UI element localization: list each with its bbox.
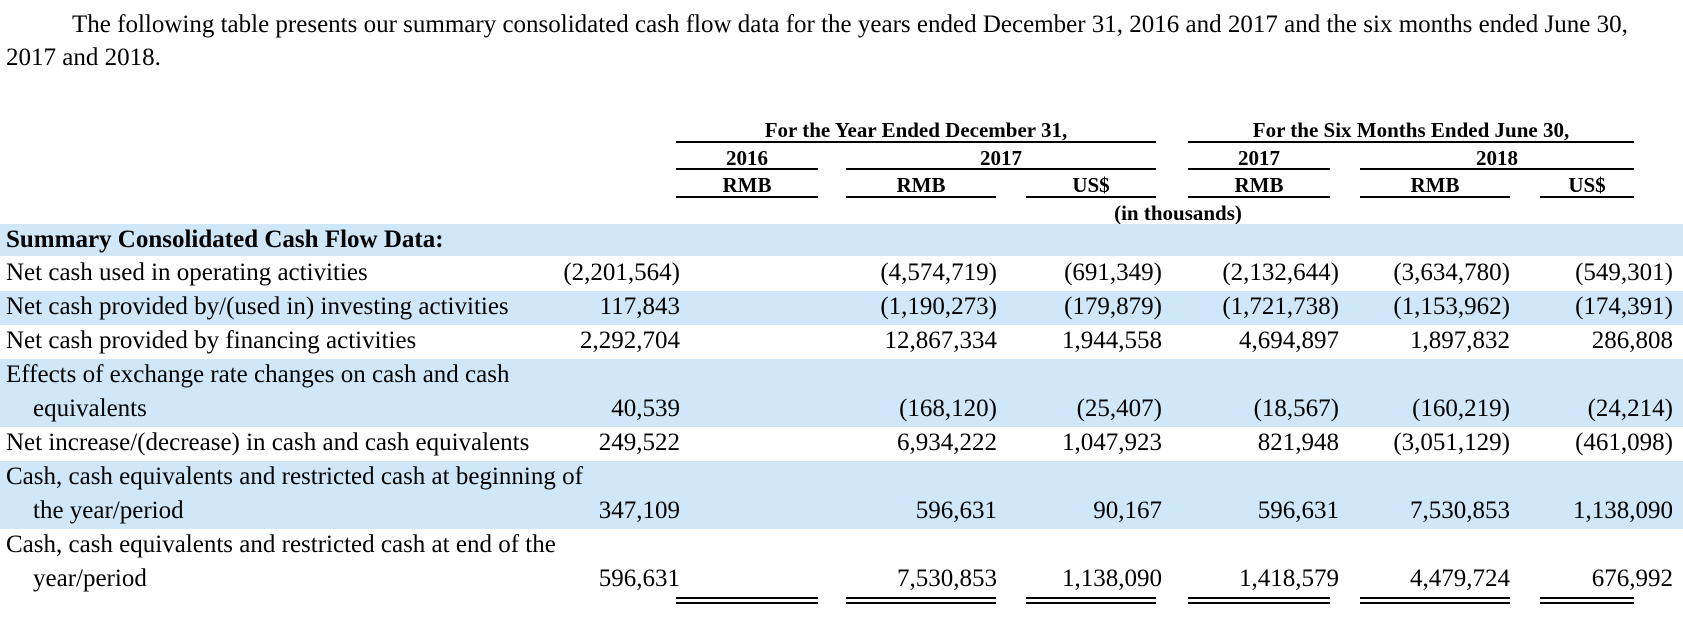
cell-value: (1,190,273) xyxy=(880,293,997,320)
cell-value: (168,120) xyxy=(899,395,997,422)
cell-value: 1,138,090 xyxy=(1573,497,1673,524)
row-label: Net cash used in operating activities xyxy=(6,259,368,286)
row-label-cont-text: equivalents xyxy=(33,395,147,422)
row-label-cont: year/period xyxy=(6,563,147,595)
double-underline xyxy=(676,597,818,604)
cell-value: 7,530,853 xyxy=(897,565,997,592)
cell-value: (3,051,129) xyxy=(1393,429,1510,456)
rule-currency xyxy=(1360,196,1510,198)
header-six-months-ended-jun-30: For the Six Months Ended June 30, xyxy=(1252,118,1570,142)
cell-value: 596,631 xyxy=(915,497,997,524)
cell-value: 40,539 xyxy=(611,395,680,422)
cell-value: 1,138,090 xyxy=(1062,565,1162,592)
cell-value: 596,631 xyxy=(598,565,680,592)
cell-value: (2,201,564) xyxy=(563,259,680,286)
cell-value: 12,867,334 xyxy=(884,327,998,354)
rule-currency xyxy=(1188,196,1330,198)
cell-value: (461,098) xyxy=(1575,429,1673,456)
row-label: Net cash provided by/(used in) investing… xyxy=(6,293,509,320)
rule-currency xyxy=(676,196,818,198)
header-currency: RMB xyxy=(722,173,772,197)
section-title: Summary Consolidated Cash Flow Data: xyxy=(6,226,444,253)
cell-value: 1,944,558 xyxy=(1062,327,1162,354)
cell-value: 286,808 xyxy=(1591,327,1673,354)
row-label-cont: equivalents xyxy=(6,393,147,425)
rule-currency xyxy=(846,196,996,198)
header-year-2017: 2017 xyxy=(980,146,1022,170)
rule-group-six xyxy=(1188,141,1634,143)
cell-value: 596,631 xyxy=(1257,497,1339,524)
header-currency: RMB xyxy=(896,173,946,197)
header-currency: US$ xyxy=(1568,173,1606,197)
cell-value: (2,132,644) xyxy=(1222,259,1339,286)
cell-value: 676,992 xyxy=(1591,565,1673,592)
header-currency: RMB xyxy=(1234,173,1284,197)
row-label: Effects of exchange rate changes on cash… xyxy=(6,361,510,388)
double-underline xyxy=(1188,597,1330,604)
row-label-cont-text: the year/period xyxy=(33,497,184,524)
double-underline xyxy=(1540,597,1634,604)
header-six-2018: 2018 xyxy=(1476,146,1518,170)
header-currency: US$ xyxy=(1072,173,1110,197)
rule-six-2017 xyxy=(1188,168,1330,170)
cell-value: 1,897,832 xyxy=(1410,327,1510,354)
cell-value: 249,522 xyxy=(598,429,680,456)
rule-year-2016 xyxy=(676,168,818,170)
cell-value: (549,301) xyxy=(1575,259,1673,286)
cell-value: (18,567) xyxy=(1253,395,1339,422)
row-label: Net cash provided by financing activitie… xyxy=(6,327,417,354)
cell-value: (1,153,962) xyxy=(1393,293,1510,320)
cell-value: 821,948 xyxy=(1257,429,1339,456)
cell-value: 6,934,222 xyxy=(897,429,997,456)
cell-value: 117,843 xyxy=(599,293,680,320)
cell-value: (179,879) xyxy=(1064,293,1162,320)
row-label: Cash, cash equivalents and restricted ca… xyxy=(6,531,556,558)
rule-year-2017 xyxy=(846,168,1156,170)
row-label: Cash, cash equivalents and restricted ca… xyxy=(6,463,583,490)
cell-value: 7,530,853 xyxy=(1410,497,1510,524)
rule-currency xyxy=(1026,196,1156,198)
cell-value: (4,574,719) xyxy=(880,259,997,286)
cell-value: (24,214) xyxy=(1587,395,1673,422)
double-underline xyxy=(846,597,996,604)
cell-value: (3,634,780) xyxy=(1393,259,1510,286)
row-label-cont: the year/period xyxy=(6,495,184,527)
row-band xyxy=(0,224,1683,256)
header-year-ended-dec-31: For the Year Ended December 31, xyxy=(764,118,1068,142)
rule-six-2018 xyxy=(1360,168,1634,170)
row-label: Net increase/(decrease) in cash and cash… xyxy=(6,429,530,456)
row-band xyxy=(0,291,1683,325)
double-underline xyxy=(1026,597,1156,604)
header-year-2016: 2016 xyxy=(726,146,768,170)
row-band xyxy=(0,359,1683,427)
row-band xyxy=(0,461,1683,529)
rule-currency xyxy=(1540,196,1634,198)
cell-value: 90,167 xyxy=(1093,497,1162,524)
cell-value: 2,292,704 xyxy=(580,327,680,354)
header-six-2017: 2017 xyxy=(1238,146,1280,170)
cell-value: (25,407) xyxy=(1076,395,1162,422)
cell-value: 4,479,724 xyxy=(1410,565,1510,592)
row-label-cont-text: year/period xyxy=(33,565,147,592)
cell-value: 1,418,579 xyxy=(1239,565,1339,592)
units-label: (in thousands) xyxy=(1114,201,1242,225)
cell-value: 347,109 xyxy=(598,497,680,524)
cell-value: 1,047,923 xyxy=(1062,429,1162,456)
cell-value: 4,694,897 xyxy=(1239,327,1339,354)
cell-value: (1,721,738) xyxy=(1222,293,1339,320)
intro-paragraph: The following table presents our summary… xyxy=(6,11,1628,71)
header-currency: RMB xyxy=(1410,173,1460,197)
double-underline xyxy=(1360,597,1510,604)
cell-value: (174,391) xyxy=(1575,293,1673,320)
cell-value: (691,349) xyxy=(1064,259,1162,286)
cell-value: (160,219) xyxy=(1412,395,1510,422)
rule-group-year xyxy=(676,141,1156,143)
